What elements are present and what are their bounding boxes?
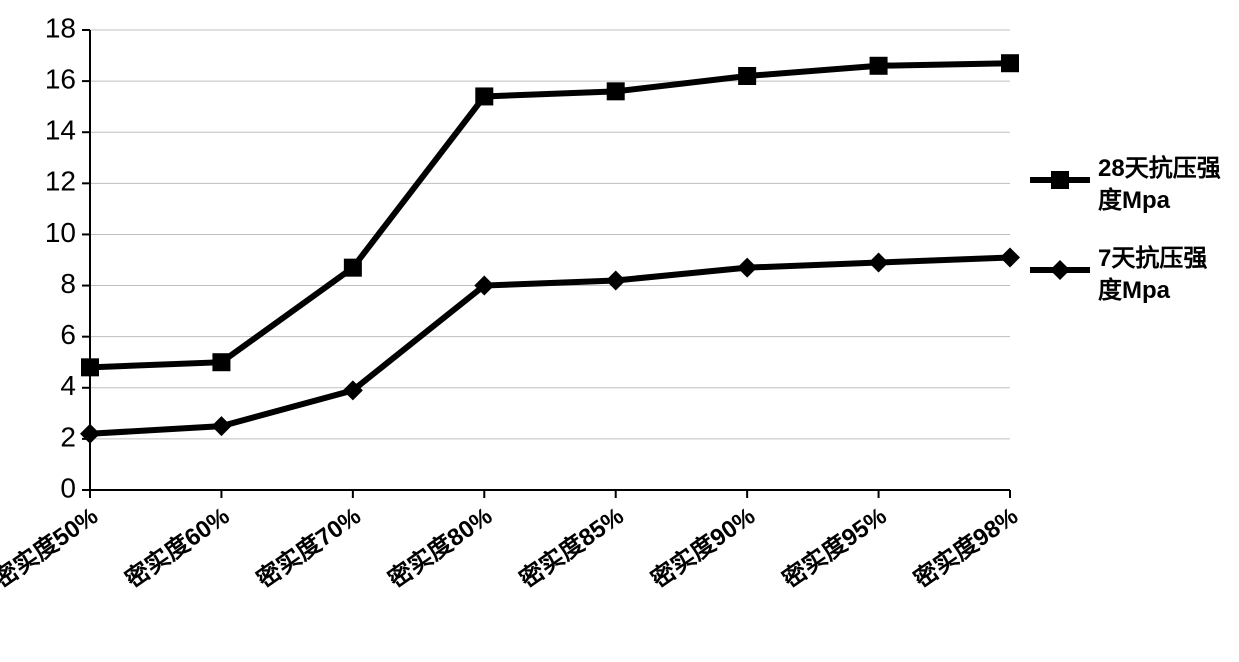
y-tick-label: 10	[45, 217, 76, 248]
legend-label: 28天抗压强	[1098, 154, 1221, 182]
y-tick-label: 14	[45, 115, 76, 146]
chart-svg: 024681012141618密实度50%密实度60%密实度70%密实度80%密…	[0, 0, 1239, 662]
y-tick-label: 16	[45, 64, 76, 95]
marker-square	[1001, 54, 1019, 72]
y-tick-label: 2	[60, 421, 76, 452]
marker-square	[475, 87, 493, 105]
y-tick-label: 8	[60, 268, 76, 299]
y-tick-label: 18	[45, 12, 76, 43]
legend-label: 度Mpa	[1098, 186, 1171, 214]
y-tick-label: 12	[45, 166, 76, 197]
marker-square	[212, 353, 230, 371]
marker-square	[738, 67, 756, 85]
legend-label: 7天抗压强	[1098, 244, 1207, 272]
marker-square	[344, 259, 362, 277]
legend-marker-square	[1051, 171, 1069, 189]
marker-square	[870, 57, 888, 75]
marker-square	[81, 358, 99, 376]
marker-square	[607, 82, 625, 100]
y-tick-label: 4	[60, 370, 76, 401]
legend-label: 度Mpa	[1098, 276, 1171, 304]
chart-container: 024681012141618密实度50%密实度60%密实度70%密实度80%密…	[0, 0, 1239, 662]
y-tick-label: 6	[60, 319, 76, 350]
y-tick-label: 0	[60, 472, 76, 503]
